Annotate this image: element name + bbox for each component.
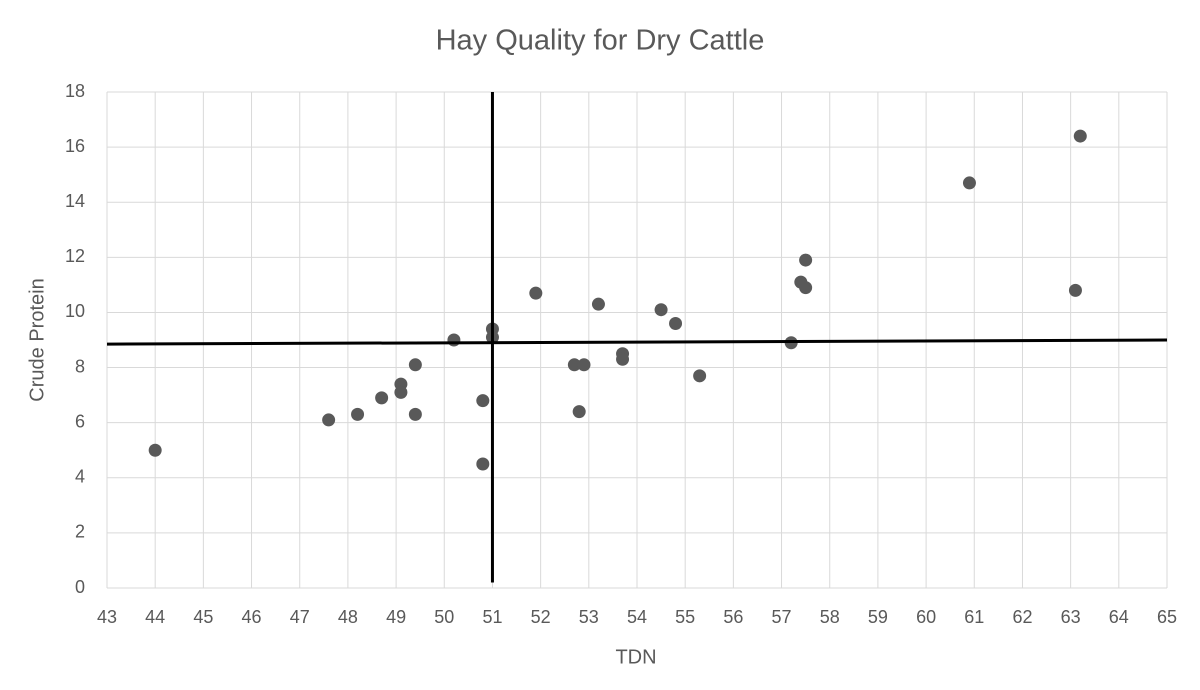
point <box>577 358 591 372</box>
point <box>799 253 813 267</box>
point <box>447 333 461 347</box>
point <box>476 394 490 408</box>
point <box>572 405 586 419</box>
x-tick-label: 50 <box>434 607 454 627</box>
point <box>375 391 389 405</box>
point <box>1068 283 1082 297</box>
point <box>962 176 976 190</box>
x-tick-label: 62 <box>1012 607 1032 627</box>
x-tick-label: 49 <box>386 607 406 627</box>
y-tick-label: 4 <box>75 467 85 487</box>
x-tick-label: 52 <box>531 607 551 627</box>
x-tick-label: 59 <box>868 607 888 627</box>
x-tick-label: 44 <box>145 607 165 627</box>
point <box>799 281 813 295</box>
point <box>394 385 408 399</box>
y-tick-label: 2 <box>75 522 85 542</box>
x-tick-label: 43 <box>97 607 117 627</box>
point <box>693 369 707 383</box>
x-tick-label: 57 <box>772 607 792 627</box>
point <box>669 316 683 330</box>
x-tick-label: 56 <box>723 607 743 627</box>
point <box>591 297 605 311</box>
y-tick-label: 14 <box>65 191 85 211</box>
x-tick-label: 60 <box>916 607 936 627</box>
y-tick-label: 8 <box>75 356 85 376</box>
x-axis-title: TDN <box>615 646 656 668</box>
reference-line <box>106 338 1168 346</box>
point <box>654 303 668 317</box>
point <box>567 358 581 372</box>
point <box>1073 129 1087 143</box>
point <box>148 443 162 457</box>
x-tick-label: 65 <box>1157 607 1177 627</box>
x-tick-label: 55 <box>675 607 695 627</box>
x-tick-label: 63 <box>1061 607 1081 627</box>
point <box>408 358 422 372</box>
y-tick-label: 12 <box>65 246 85 266</box>
chart-title: Hay Quality for Dry Cattle <box>436 25 765 57</box>
y-tick-label: 16 <box>65 136 85 156</box>
point <box>322 413 336 427</box>
point <box>616 352 630 366</box>
x-tick-label: 64 <box>1109 607 1129 627</box>
y-axis-title: Crude Protein <box>26 278 48 401</box>
x-tick-label: 47 <box>290 607 310 627</box>
x-tick-label: 61 <box>964 607 984 627</box>
point <box>476 457 490 471</box>
y-tick-label: 0 <box>75 577 85 597</box>
y-tick-label: 10 <box>65 301 85 321</box>
x-tick-label: 53 <box>579 607 599 627</box>
point <box>529 286 543 300</box>
x-tick-label: 46 <box>242 607 262 627</box>
point <box>351 407 365 421</box>
point <box>408 407 422 421</box>
y-tick-label: 6 <box>75 411 85 431</box>
x-tick-label: 58 <box>820 607 840 627</box>
x-tick-label: 48 <box>338 607 358 627</box>
x-tick-label: 51 <box>482 607 502 627</box>
x-tick-label: 45 <box>193 607 213 627</box>
y-tick-label: 18 <box>65 81 85 101</box>
x-tick-label: 54 <box>627 607 647 627</box>
